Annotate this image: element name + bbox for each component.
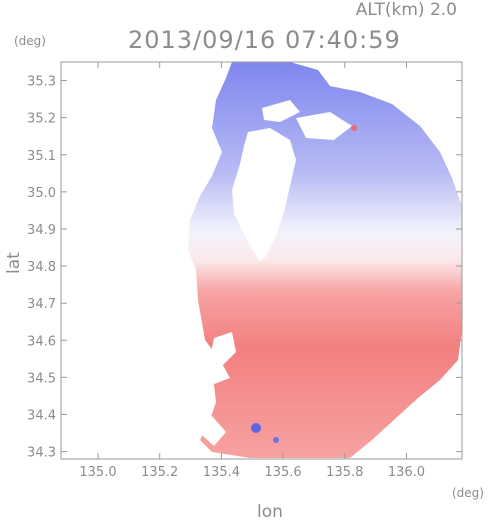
y-tick-label: 34.8 (27, 260, 56, 275)
no-echo-patch-3 (210, 332, 236, 366)
velocity-field (188, 62, 462, 458)
no-echo-patch (296, 112, 352, 140)
red-speckle (351, 125, 357, 131)
blue-speckle (251, 423, 261, 433)
altitude-label: ALT(km) 2.0 (355, 0, 457, 20)
y-tick-label: 34.7 (27, 297, 56, 312)
y-tick-label: 35.1 (27, 149, 56, 164)
y-axis-unit: (deg) (14, 34, 46, 48)
plot-frame (60, 61, 463, 460)
no-echo-patch-4 (196, 416, 226, 446)
blue-speckle-2 (273, 437, 279, 443)
x-tick-label: 135.2 (141, 465, 178, 480)
y-tick-label: 34.4 (27, 408, 56, 423)
y-tick-label: 34.9 (27, 223, 56, 238)
no-echo-gap (232, 128, 296, 262)
x-tick-label: 135.4 (203, 465, 240, 480)
y-axis-ticks: 34.3 34.4 34.5 34.6 34.7 34.8 34.9 35.0 35.1 35.2… (27, 75, 462, 461)
y-tick-label: 34.3 (27, 446, 56, 461)
no-echo-patch-2 (262, 100, 300, 122)
x-tick-label: 135.6 (264, 465, 301, 480)
y-tick-label: 35.2 (27, 112, 56, 127)
x-axis-label: lon (257, 502, 283, 522)
x-axis-ticks: 135.0 135.2 135.4 135.6 135.8 136.0 (79, 62, 425, 480)
y-tick-label: 34.6 (27, 334, 56, 349)
timestamp-title: 2013/09/16 07:40:59 (128, 26, 401, 54)
x-tick-label: 135.0 (79, 465, 116, 480)
y-tick-label: 35.3 (27, 75, 56, 90)
y-tick-label: 34.5 (27, 371, 56, 386)
x-tick-label: 135.8 (326, 465, 363, 480)
y-tick-label: 35.0 (27, 186, 56, 201)
x-tick-label: 136.0 (388, 465, 425, 480)
x-axis-unit: (deg) (452, 486, 484, 500)
